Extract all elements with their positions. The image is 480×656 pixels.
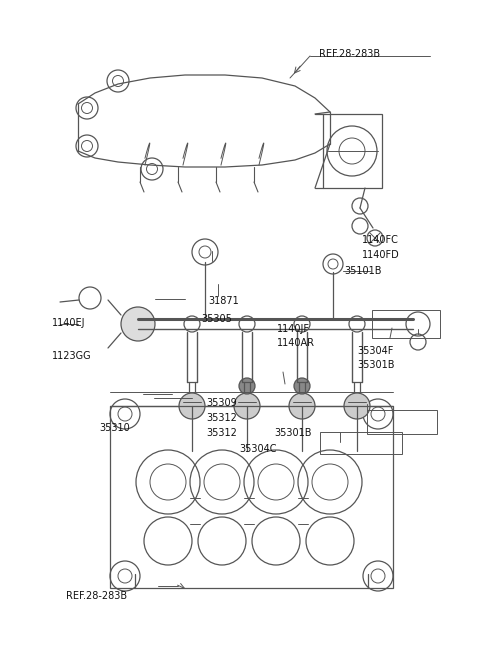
Text: 35101B: 35101B xyxy=(345,266,382,276)
Text: 35312: 35312 xyxy=(206,428,237,438)
Text: 1140JF: 1140JF xyxy=(277,323,311,334)
Text: 35301B: 35301B xyxy=(275,428,312,438)
Text: 1140FC: 1140FC xyxy=(362,235,399,245)
Text: 1123GG: 1123GG xyxy=(52,350,92,361)
Text: REF.28-283B: REF.28-283B xyxy=(319,49,380,59)
Text: 1140EJ: 1140EJ xyxy=(52,318,85,328)
Text: 31871: 31871 xyxy=(208,296,239,306)
Text: 35304C: 35304C xyxy=(240,444,277,455)
Bar xyxy=(110,406,393,588)
Text: 1140AR: 1140AR xyxy=(277,338,315,348)
Circle shape xyxy=(239,378,255,394)
Polygon shape xyxy=(323,114,382,188)
Bar xyxy=(372,310,440,338)
Circle shape xyxy=(289,393,315,419)
Text: 35301B: 35301B xyxy=(358,360,395,371)
Text: 35304F: 35304F xyxy=(358,346,394,356)
Circle shape xyxy=(344,393,370,419)
Text: 35310: 35310 xyxy=(99,422,130,433)
Circle shape xyxy=(294,378,310,394)
Text: 35305: 35305 xyxy=(202,314,232,325)
Text: 1140FD: 1140FD xyxy=(362,249,400,260)
Text: 35312: 35312 xyxy=(206,413,237,423)
Circle shape xyxy=(179,393,205,419)
Circle shape xyxy=(121,307,155,341)
Circle shape xyxy=(234,393,260,419)
Text: REF.28-283B: REF.28-283B xyxy=(66,590,127,601)
Text: 35309: 35309 xyxy=(206,398,237,409)
Bar xyxy=(367,410,437,434)
Bar xyxy=(320,432,402,454)
